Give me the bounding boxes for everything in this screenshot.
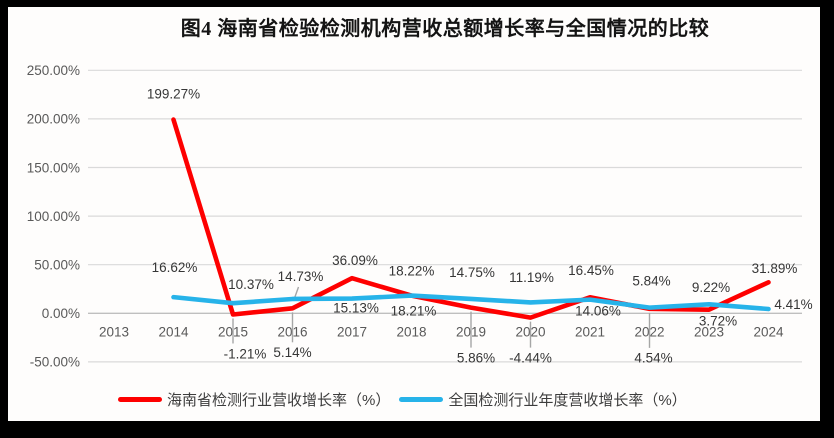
legend-label-hainan: 海南省检测行业营收增长率（%） <box>167 392 391 409</box>
data-label: -1.21% <box>224 346 267 361</box>
data-label: 16.62% <box>152 260 198 275</box>
data-label: 5.14% <box>273 345 311 360</box>
y-axis-tick-label: 100.00% <box>27 209 80 224</box>
data-label: 31.89% <box>752 261 798 276</box>
legend-item-national: 全国检测行业年度营收增长率（%） <box>399 389 687 410</box>
data-label: 3.72% <box>699 313 737 328</box>
x-axis-label: 2017 <box>337 325 367 340</box>
y-axis-tick-label: 50.00% <box>34 258 80 273</box>
data-label: 14.06% <box>575 303 621 318</box>
data-label: 10.37% <box>228 277 274 292</box>
data-label: 14.75% <box>449 265 495 280</box>
chart-title: 图4 海南省检验检测机构营收总额增长率与全国情况的比较 <box>180 18 710 40</box>
x-axis-label: 2013 <box>99 325 129 340</box>
red-line-swatch <box>118 397 162 402</box>
data-label: 199.27% <box>147 86 200 101</box>
x-axis-label: 2014 <box>158 325 189 340</box>
data-label: 18.21% <box>391 303 437 318</box>
y-axis-tick-label: 200.00% <box>27 112 80 127</box>
legend-item-hainan: 海南省检测行业营收增长率（%） <box>118 389 390 410</box>
data-label: 5.84% <box>632 273 670 288</box>
data-label: 15.13% <box>333 300 379 315</box>
y-axis-tick-label: 250.00% <box>27 63 80 78</box>
blue-line-swatch <box>399 397 444 402</box>
chart-panel <box>8 7 820 421</box>
legend-label-national: 全国检测行业年度营收增长率（%） <box>448 392 687 409</box>
data-label: 9.22% <box>692 280 730 295</box>
data-label: 4.54% <box>634 351 672 366</box>
x-axis-label: 2018 <box>396 325 426 340</box>
x-axis-label: 2023 <box>694 325 724 340</box>
data-label: 5.86% <box>457 350 495 365</box>
series-line-national <box>171 293 771 312</box>
data-label: 11.19% <box>509 270 554 285</box>
y-axis-tick-label: 0.00% <box>42 306 80 321</box>
y-axis-tick-label: -50.00% <box>30 355 80 370</box>
y-axis-tick-label: 150.00% <box>27 160 80 175</box>
data-label: 4.41% <box>774 297 812 312</box>
data-label: 36.09% <box>332 253 378 268</box>
data-label: -4.44% <box>509 350 552 365</box>
x-axis-label: 2024 <box>753 325 784 340</box>
x-axis-label: 2021 <box>575 325 605 340</box>
legend: 海南省检测行业营收增长率（%） 全国检测行业年度营收增长率（%） <box>118 389 687 410</box>
series-line-hainan <box>171 117 771 320</box>
data-label: 18.22% <box>389 263 435 278</box>
data-label: 16.45% <box>568 263 614 278</box>
data-label: 14.73% <box>278 269 324 284</box>
